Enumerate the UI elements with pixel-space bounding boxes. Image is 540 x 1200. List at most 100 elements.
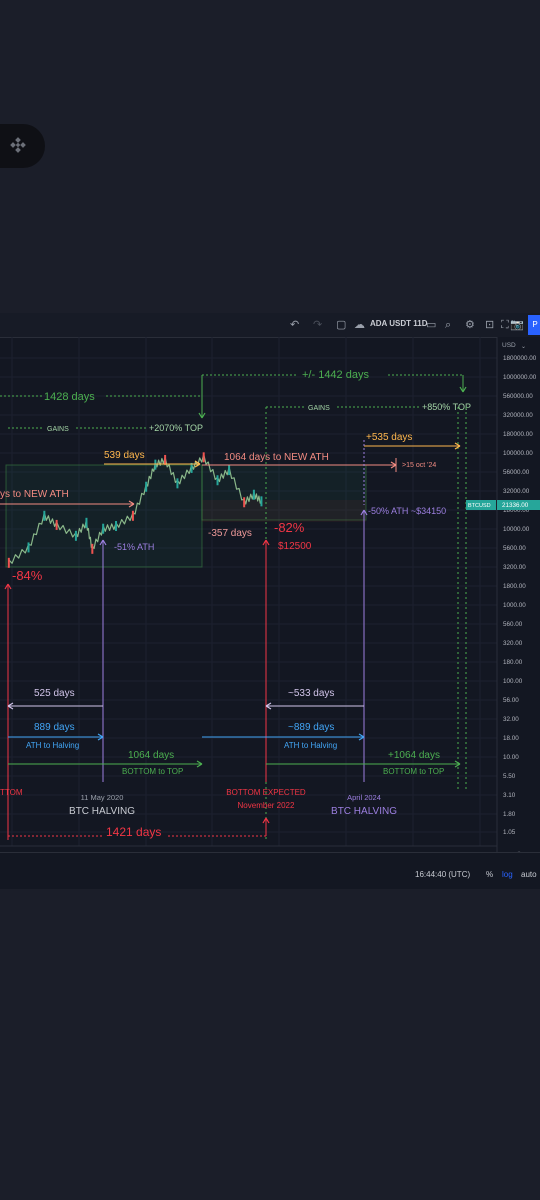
- chart-frame: ↶ ↷ ▢ ☁ ADA USDT 11D ▭ ⌕ ⚙ ⊡ ⛶ 📷 P 1428 …: [0, 313, 540, 889]
- y-tick-label: 1.05: [503, 829, 516, 836]
- y-tick-label: 1.80: [503, 811, 516, 818]
- y-tick-label: 10000.00: [503, 526, 530, 533]
- candle: [43, 510, 46, 521]
- bottom-top-right-label: BOTTOM to TOP: [383, 767, 444, 776]
- days-1421-arrow: [262, 817, 270, 824]
- price-12500-label: $12500: [278, 541, 312, 552]
- btc-chart[interactable]: 1428 days +/- 1442 days GAINS +2070% TOP GAI…: [0, 313, 540, 888]
- y-tick-label: 100000.00: [503, 450, 533, 457]
- auto-toggle[interactable]: auto: [521, 870, 537, 879]
- annotation-boxes: [5, 464, 367, 568]
- y-tick-label: 10.00: [503, 754, 519, 761]
- symbol-label[interactable]: ADA USDT 11D: [370, 319, 428, 328]
- y-tick-label: 56.00: [503, 697, 519, 704]
- y-tick-label: 1000000.00: [503, 374, 537, 381]
- days-1442-arrow: [459, 386, 467, 393]
- candle: [102, 523, 105, 534]
- dropdown-icon[interactable]: ▭: [426, 319, 437, 331]
- candle: [145, 481, 148, 492]
- y-tick-label: 18.00: [503, 735, 519, 742]
- new-ath-right-label: 1064 days to NEW ATH: [224, 452, 329, 463]
- y-tick-label: 560000.00: [503, 393, 533, 400]
- halving-right-label: BTC HALVING: [331, 806, 397, 817]
- halving-left-arrow: [99, 539, 107, 546]
- undo-icon[interactable]: ↶: [290, 319, 300, 331]
- y-tick-label: 180000.00: [503, 431, 533, 438]
- days-889-label: 889 days: [34, 722, 75, 733]
- days-1064-right-arrow: [454, 760, 461, 768]
- candle: [91, 543, 94, 554]
- candle: [176, 478, 179, 489]
- days-1421-label: 1421 days: [106, 825, 161, 839]
- halving-left-label: BTC HALVING: [69, 806, 135, 817]
- days-535-arrow: [454, 442, 461, 450]
- y-tick-label: 560.00: [503, 621, 523, 628]
- gains-left-pct: +2070% TOP: [149, 423, 203, 433]
- oct-label: >15 oct '24: [402, 462, 436, 469]
- days-1064-left-arrow: [196, 760, 203, 768]
- grid: [0, 337, 497, 846]
- expand-icon[interactable]: ⛶: [501, 319, 509, 331]
- cloud-icon[interactable]: ☁: [354, 319, 365, 331]
- annotations: 1428 days +/- 1442 days GAINS +2070% TOP GAI…: [0, 369, 471, 840]
- percent-toggle[interactable]: %: [486, 870, 494, 879]
- ath-50-label: -50% ATH ~$34150: [368, 506, 446, 516]
- days-889b-arrow: [358, 733, 365, 741]
- y-tick-label: 56000.00: [503, 469, 530, 476]
- price-tag: 21336.00: [502, 502, 529, 509]
- y-tick-label: 320.00: [503, 640, 523, 647]
- currency-dropdown-icon: ⌄: [521, 344, 526, 350]
- redo-icon[interactable]: ↷: [313, 319, 323, 331]
- new-ath-left-arrow: [128, 500, 135, 508]
- y-axis: USD ⌄ 1800000.00 1000000.00 560000.00 320000.…: [466, 337, 540, 852]
- candle: [243, 497, 246, 508]
- candle: [27, 542, 30, 553]
- floating-app-button[interactable]: [0, 124, 45, 168]
- log-toggle[interactable]: log: [502, 870, 513, 879]
- binance-icon: [10, 137, 26, 153]
- box-icon[interactable]: ▢: [336, 319, 347, 331]
- y-tick-label: 32.00: [503, 716, 519, 723]
- y-tick-label: 5600.00: [503, 545, 526, 552]
- gains-right-pct: +850% TOP: [422, 402, 471, 412]
- bottom-expected-date: November 2022: [238, 801, 295, 810]
- y-tick-label: 100.00: [503, 678, 523, 685]
- candle: [252, 489, 255, 500]
- new-ath-left-label: ys to NEW ATH: [0, 489, 69, 500]
- symbol-tag: BTCUSD: [468, 503, 491, 509]
- days-889b-label: ~889 days: [288, 722, 334, 733]
- camera-icon[interactable]: 📷: [510, 319, 524, 331]
- bottom-bar: 16:44:40 (UTC) % log auto: [0, 852, 540, 889]
- halving-date-left: 11 May 2020: [81, 793, 124, 802]
- y-tick-label: 18000.00: [503, 507, 530, 514]
- days-1428-arrow: [198, 412, 206, 419]
- ath-halving-right-label: ATH to Halving: [284, 741, 337, 750]
- bottom-left-arrow: [4, 583, 12, 590]
- y-tick-label: 1800000.00: [503, 355, 537, 362]
- time-label: 16:44:40 (UTC): [415, 870, 471, 879]
- gains-left-label: GAINS: [47, 426, 69, 433]
- days-533-arrow: [265, 702, 272, 710]
- candle: [7, 557, 10, 568]
- days-539-label: 539 days: [104, 450, 145, 461]
- halving-right-arrow: [360, 509, 368, 516]
- candle: [216, 475, 219, 486]
- candle: [74, 530, 77, 541]
- bottom-expected-arrow: [262, 539, 270, 546]
- box-right-red: [202, 500, 366, 522]
- gains-right-label: GAINS: [308, 405, 330, 412]
- gear-icon[interactable]: ⚙: [465, 319, 475, 331]
- candle: [228, 465, 231, 476]
- days-525-label: 525 days: [34, 688, 75, 699]
- y-tick-label: 5.50: [503, 773, 516, 780]
- publish-button[interactable]: P: [528, 315, 540, 335]
- halving-date-right: April 2024: [347, 793, 381, 802]
- candle: [202, 452, 205, 463]
- camera-alt-icon[interactable]: ⊡: [485, 319, 495, 331]
- candle: [131, 510, 134, 521]
- days-535-label: +535 days: [366, 432, 412, 443]
- search-icon[interactable]: ⌕: [445, 319, 452, 331]
- bottom-top-left-label: BOTTOM to TOP: [122, 767, 183, 776]
- days-1428-label: 1428 days: [44, 391, 95, 403]
- days-1442-label: +/- 1442 days: [302, 369, 369, 381]
